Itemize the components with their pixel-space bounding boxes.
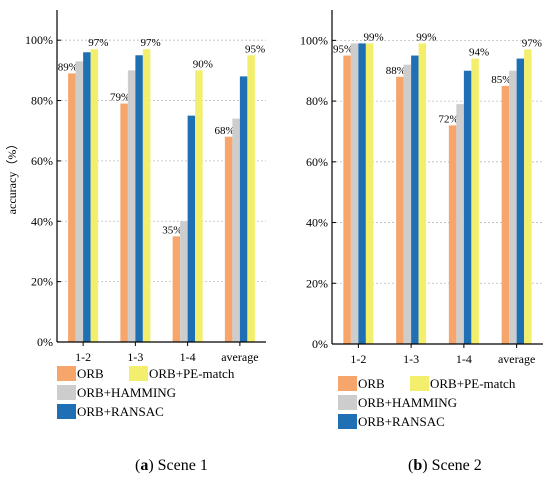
legend-label: ORB+PE-match	[430, 376, 516, 391]
bar-orb-hamming	[456, 104, 464, 344]
x-tick-label: average	[221, 350, 258, 364]
bar-orb-pe-match	[195, 70, 203, 342]
bar-orb-pe-match	[142, 49, 151, 343]
bar-orb-pe-match	[524, 49, 532, 345]
data-label: 89%	[58, 61, 78, 73]
legend-label: ORB+RANSAC	[358, 414, 445, 429]
bar-orb-ransac	[83, 52, 91, 342]
caption: (a) Scene 1	[135, 457, 208, 474]
legend-label: ORB	[358, 376, 385, 391]
caption-close: )	[422, 457, 431, 474]
data-label: 95%	[333, 44, 353, 56]
bar-orb-pe-match	[247, 55, 255, 342]
legend-label: ORB+HAMMING	[77, 385, 176, 400]
y-tick-label: 80%	[31, 94, 53, 108]
caption-open: (	[408, 457, 413, 474]
bar-orb-hamming	[75, 61, 84, 343]
y-tick-label: 100%	[300, 33, 328, 47]
chart-panel-b: 0% 20% 40% 60% 80% 100% 95% 99% 1-2 88% 99% 1-3 72% 9…	[300, 10, 543, 474]
caption-text: Scene 1	[158, 457, 208, 474]
x-tick-label: 1-2	[75, 350, 91, 364]
caption-letter: b	[413, 457, 422, 474]
x-tick-label: 1-4	[180, 350, 196, 364]
data-label: 99%	[364, 31, 384, 43]
bar-orb-hamming	[350, 43, 359, 345]
y-tick-label: 80%	[306, 94, 328, 108]
data-label: 85%	[491, 74, 511, 86]
legend-label: ORB+PE-match	[149, 366, 235, 381]
bar-orb-pe-match	[471, 58, 479, 344]
data-label: 68%	[215, 125, 235, 137]
data-label: 79%	[110, 92, 130, 104]
bar-orb-pe-match	[418, 43, 427, 345]
x-tick-label: 1-3	[127, 350, 143, 364]
bar-orb-ransac	[239, 76, 248, 343]
chart-panel-a: 0% 20% 40% 60% 80% 100% 89% 97% 1-2 79% 97% 1-3 35% 9…	[5, 10, 266, 474]
bar-orb-ransac	[135, 55, 143, 342]
data-label: 35%	[162, 224, 182, 236]
x-tick-label: 1-2	[350, 352, 366, 366]
bar-orb	[501, 85, 510, 344]
bar-orb	[396, 76, 404, 345]
bar-orb	[172, 236, 181, 342]
x-tick-label: average	[498, 352, 535, 366]
bar-orb-hamming	[403, 64, 412, 345]
data-label: 97%	[141, 37, 161, 49]
data-label: 97%	[88, 37, 108, 49]
caption-text: Scene 2	[432, 457, 482, 474]
bar-orb-hamming	[509, 70, 517, 345]
caption: (b) Scene 2	[408, 457, 482, 474]
y-tick-label: 0%	[312, 337, 328, 351]
bar-orb-ransac	[358, 43, 366, 345]
bar-orb-pe-match	[365, 43, 374, 345]
bar-orb	[68, 73, 76, 342]
bar-orb	[343, 55, 351, 344]
legend-label: ORB	[77, 366, 104, 381]
caption-letter: a	[140, 457, 148, 474]
y-tick-label: 40%	[306, 216, 328, 230]
legend-swatch	[338, 376, 357, 391]
x-tick-label: 1-3	[403, 352, 419, 366]
bar-orb-hamming	[180, 221, 188, 342]
legend-swatch	[57, 366, 76, 381]
y-axis-label: accuracy（%）	[5, 138, 19, 215]
bar-orb-pe-match	[90, 49, 99, 343]
x-tick-label: 1-4	[456, 352, 472, 366]
data-label: 88%	[386, 65, 406, 77]
legend-swatch	[338, 414, 357, 429]
legend-swatch	[57, 385, 76, 400]
bar-orb-ransac	[516, 58, 525, 344]
data-label: 97%	[522, 37, 542, 49]
bar-orb-hamming	[127, 70, 136, 342]
bar-orb-ransac	[463, 70, 472, 345]
legend-swatch	[129, 366, 148, 381]
bar-orb	[448, 125, 457, 344]
legend-label: ORB+RANSAC	[77, 404, 164, 419]
bar-orb	[120, 103, 128, 343]
data-label: 94%	[469, 47, 489, 59]
legend-label: ORB+HAMMING	[358, 395, 457, 410]
caption-open: (	[135, 457, 140, 474]
y-tick-label: 20%	[306, 276, 328, 290]
y-tick-label: 40%	[31, 214, 53, 228]
legend-swatch	[57, 404, 76, 419]
caption-close: )	[148, 457, 157, 474]
data-label: 72%	[439, 113, 459, 125]
data-label: 90%	[193, 58, 213, 70]
y-tick-label: 20%	[31, 275, 53, 289]
y-tick-label: 0%	[37, 335, 53, 349]
legend-swatch	[338, 395, 357, 410]
bar-orb	[224, 136, 233, 342]
bar-orb-hamming	[232, 118, 240, 343]
y-tick-label: 100%	[25, 33, 53, 47]
bar-orb-ransac	[187, 115, 196, 343]
bar-orb-ransac	[411, 55, 419, 344]
y-tick-label: 60%	[306, 155, 328, 169]
legend-swatch	[410, 376, 429, 391]
data-label: 99%	[416, 31, 436, 43]
y-tick-label: 60%	[31, 154, 53, 168]
data-label: 95%	[245, 43, 265, 55]
